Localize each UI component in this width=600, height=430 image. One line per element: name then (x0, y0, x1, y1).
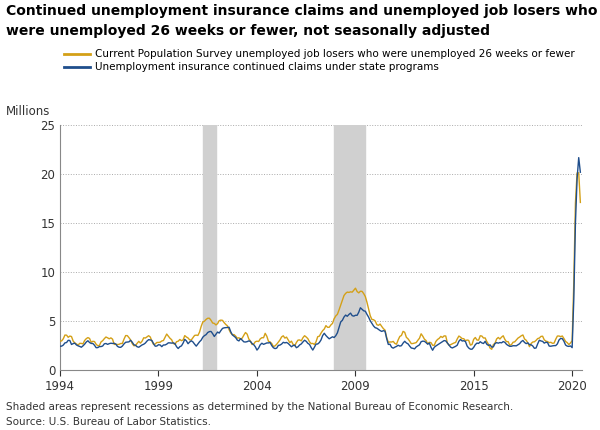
Text: were unemployed 26 weeks or fewer, not seasonally adjusted: were unemployed 26 weeks or fewer, not s… (6, 24, 490, 38)
Bar (334, 125, 365, 370)
Text: Shaded areas represent recessions as determined by the National Bureau of Econom: Shaded areas represent recessions as det… (6, 402, 513, 412)
Legend: Current Population Survey unemployed job losers who were unemployed 26 weeks or : Current Population Survey unemployed job… (60, 45, 580, 77)
Text: Source: U.S. Bureau of Labor Statistics.: Source: U.S. Bureau of Labor Statistics. (6, 417, 211, 427)
Text: Millions: Millions (6, 105, 50, 118)
Text: Continued unemployment insurance claims and unemployed job losers who: Continued unemployment insurance claims … (6, 4, 598, 18)
Bar (203, 125, 216, 370)
